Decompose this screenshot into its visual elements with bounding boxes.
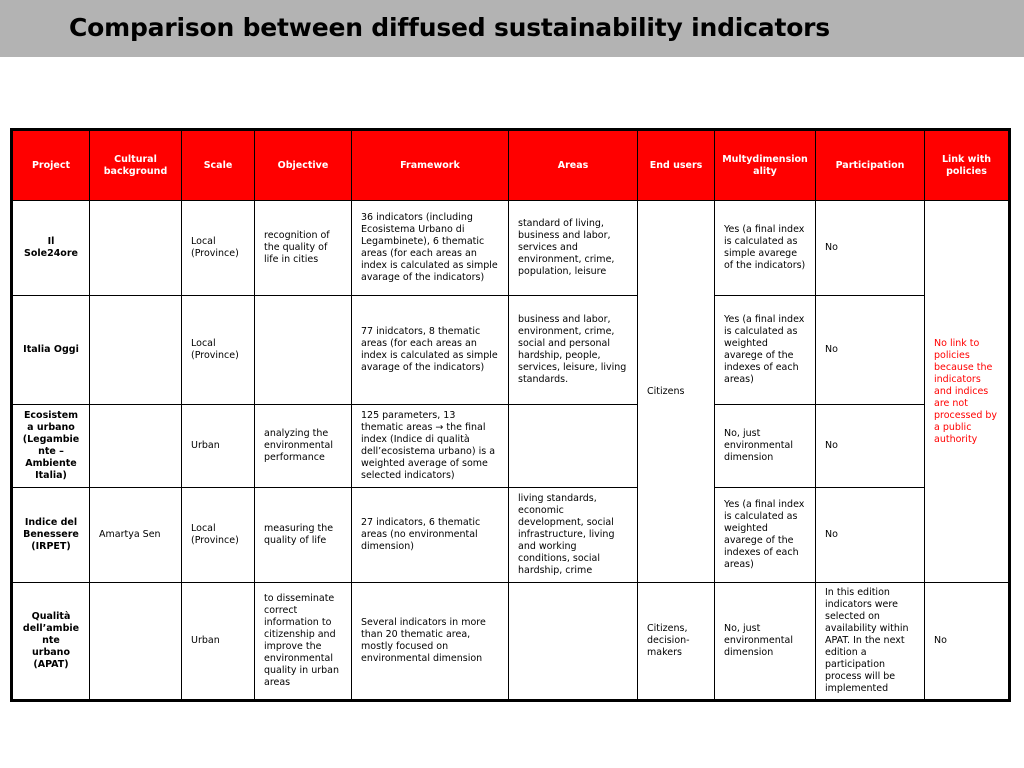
- project-cell: Ecosistema urbano (Legambiente – Ambient…: [11, 404, 90, 488]
- framework-cell: Several indicators in more than 20 thema…: [351, 582, 509, 701]
- header-multidimensionality: Multydimensionality: [714, 129, 816, 201]
- table-row: Ecosistema urbano (Legambiente – Ambient…: [11, 404, 1010, 488]
- areas-cell: [508, 404, 638, 488]
- header-scale: Scale: [181, 129, 255, 201]
- framework-cell: 27 indicators, 6 thematic areas (no envi…: [351, 487, 509, 583]
- scale-cell: Urban: [181, 404, 255, 488]
- table-row: Qualità dell’ambiente urbano (APAT) Urba…: [11, 582, 1010, 701]
- scale-cell: Urban: [181, 582, 255, 701]
- cultural-cell: [89, 200, 182, 296]
- title-bar: Comparison between diffused sustainabili…: [0, 0, 1024, 57]
- header-row: Project Cultural background Scale Object…: [11, 129, 1010, 201]
- project-cell: Indice del Benessere (IRPET): [11, 487, 90, 583]
- header-end-users: End users: [637, 129, 715, 201]
- objective-cell: recognition of the quality of life in ci…: [254, 200, 352, 296]
- cultural-cell: [89, 295, 182, 405]
- areas-cell: [508, 582, 638, 701]
- cultural-cell: Amartya Sen: [89, 487, 182, 583]
- page-title: Comparison between diffused sustainabili…: [69, 13, 830, 42]
- table-row: Indice del Benessere (IRPET) Amartya Sen…: [11, 487, 1010, 583]
- areas-cell: business and labor, environment, crime, …: [508, 295, 638, 405]
- areas-cell: living standards, economic development, …: [508, 487, 638, 583]
- header-framework: Framework: [351, 129, 509, 201]
- participation-cell: No: [815, 404, 925, 488]
- header-project: Project: [11, 129, 90, 201]
- objective-cell: analyzing the environmental performance: [254, 404, 352, 488]
- end-users-merged-cell: Citizens: [637, 200, 715, 583]
- project-cell: Italia Oggi: [11, 295, 90, 405]
- framework-cell: 125 parameters, 13 thematic areas → the …: [351, 404, 509, 488]
- objective-cell: measuring the quality of life: [254, 487, 352, 583]
- cultural-cell: [89, 582, 182, 701]
- objective-cell: [254, 295, 352, 405]
- project-cell: Il Sole24ore: [11, 200, 90, 296]
- header-objective: Objective: [254, 129, 352, 201]
- multidimensionality-cell: No, just environmental dimension: [714, 582, 816, 701]
- end-users-cell: Citizens, decision-makers: [637, 582, 715, 701]
- multidimensionality-cell: Yes (a final index is calculated as weig…: [714, 487, 816, 583]
- table-row: Il Sole24ore Local (Province) recognitio…: [11, 200, 1010, 583]
- header-participation: Participation: [815, 129, 925, 201]
- header-link-with-policies: Link with policies: [924, 129, 1010, 201]
- scale-cell: Local (Province): [181, 487, 255, 583]
- participation-cell: No: [815, 200, 925, 296]
- scale-cell: Local (Province): [181, 295, 255, 405]
- framework-cell: 77 inidcators, 8 thematic areas (for eac…: [351, 295, 509, 405]
- header-areas: Areas: [508, 129, 638, 201]
- participation-cell: No: [815, 487, 925, 583]
- multidimensionality-cell: Yes (a final index is calculated as weig…: [714, 295, 816, 405]
- link-policies-merged-cell: No link to policies because the indicato…: [924, 200, 1010, 583]
- participation-cell: No: [815, 295, 925, 405]
- project-cell: Qualità dell’ambiente urbano (APAT): [11, 582, 90, 701]
- cultural-cell: [89, 404, 182, 488]
- multidimensionality-cell: Yes (a final index is calculated as simp…: [714, 200, 816, 296]
- comparison-table: Project Cultural background Scale Object…: [10, 128, 1011, 702]
- objective-cell: to disseminate correct information to ci…: [254, 582, 352, 701]
- header-cultural-background: Cultural background: [89, 129, 182, 201]
- table-row: Italia Oggi Local (Province) 77 inidcato…: [11, 295, 1010, 405]
- multidimensionality-cell: No, just environmental dimension: [714, 404, 816, 488]
- participation-cell: In this edition indicators were selected…: [815, 582, 925, 701]
- link-policies-cell: No: [924, 582, 1010, 701]
- framework-cell: 36 indicators (including Ecosistema Urba…: [351, 200, 509, 296]
- scale-cell: Local (Province): [181, 200, 255, 296]
- areas-cell: standard of living, business and labor, …: [508, 200, 638, 296]
